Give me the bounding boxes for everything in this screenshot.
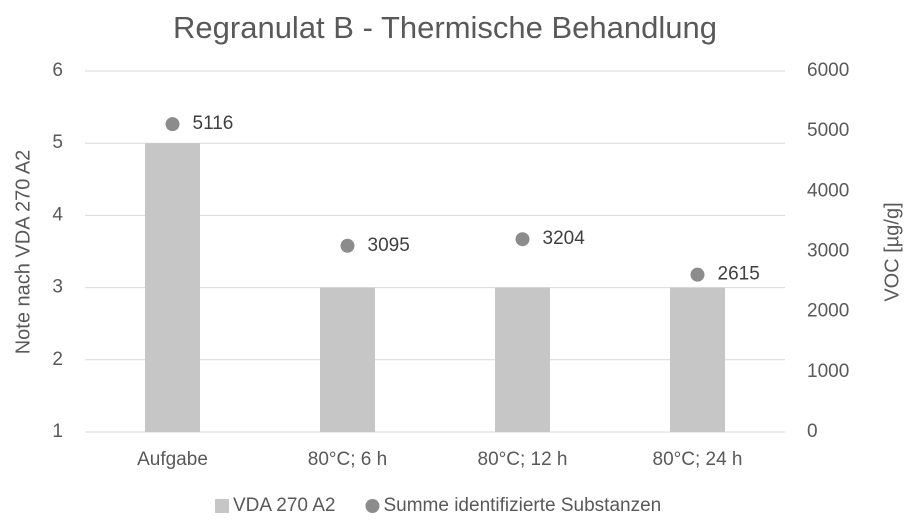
data-label: 3095 [368, 235, 410, 256]
legend-label: VDA 270 A2 [233, 495, 335, 516]
x-tick-label: 80°C; 12 h [478, 449, 568, 470]
x-tick-label: 80°C; 6 h [308, 449, 387, 470]
y2-tick-label: 0 [807, 421, 818, 442]
bar [495, 287, 550, 432]
y-tick-label: 5 [52, 132, 63, 153]
y2-tick-label: 6000 [807, 60, 849, 81]
y2-tick-label: 3000 [807, 241, 849, 262]
x-tick-label: 80°C; 24 h [653, 449, 743, 470]
legend-marker [365, 499, 380, 513]
point [690, 267, 705, 282]
chart-title: Regranulat B - Thermische Behandlung [173, 10, 717, 45]
point [165, 117, 180, 132]
bar [320, 287, 375, 432]
bar [145, 143, 200, 432]
x-tick-label: Aufgabe [137, 449, 208, 470]
y2-tick-label: 1000 [807, 361, 849, 382]
y2-tick-label: 5000 [807, 120, 849, 141]
data-label: 3204 [543, 228, 586, 249]
y-tick-label: 1 [52, 421, 63, 442]
y-tick-label: 4 [52, 204, 63, 225]
y-tick-label: 3 [52, 277, 63, 298]
y2-tick-label: 2000 [807, 301, 849, 322]
y2-axis-label: VOC [µg/g] [881, 202, 903, 301]
y-axis-label: Note nach VDA 270 A2 [12, 150, 34, 355]
point [340, 238, 355, 253]
y-tick-label: 2 [52, 349, 63, 370]
y2-tick-label: 4000 [807, 180, 849, 201]
bar [670, 287, 725, 432]
legend-label: Summe identifizierte Substanzen [383, 495, 661, 516]
legend-marker [215, 499, 229, 513]
point [515, 232, 530, 247]
data-label: 5116 [193, 113, 234, 134]
y-tick-label: 6 [52, 60, 63, 81]
data-label: 2615 [718, 264, 760, 285]
